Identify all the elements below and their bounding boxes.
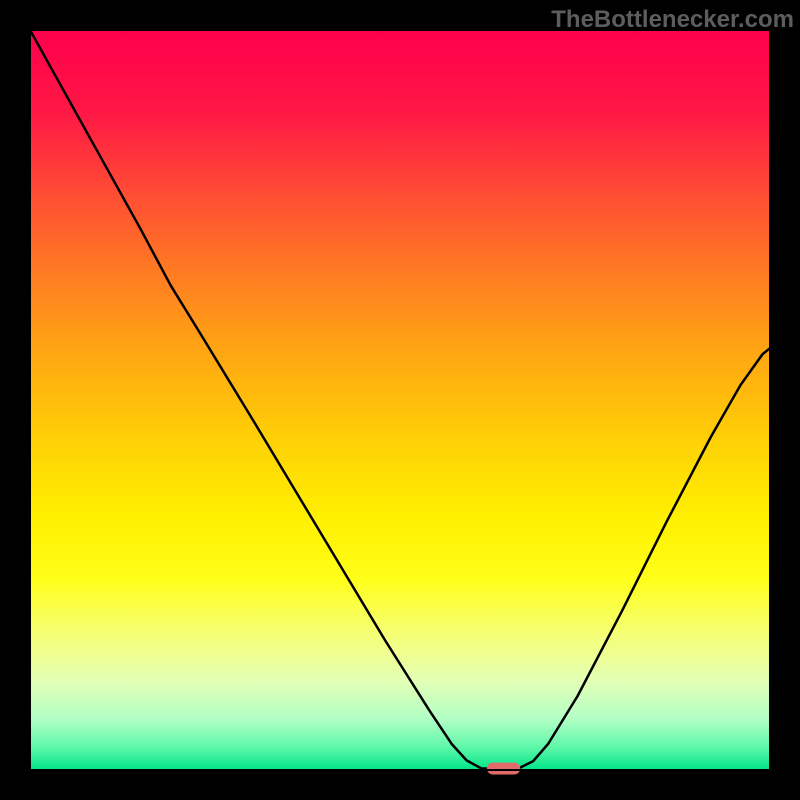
watermark-text: TheBottlenecker.com [551,6,794,34]
chart-stage: TheBottlenecker.com [0,0,800,800]
bottleneck-curve-chart [0,0,800,800]
plot-background [30,30,770,770]
optimum-marker [487,763,520,775]
